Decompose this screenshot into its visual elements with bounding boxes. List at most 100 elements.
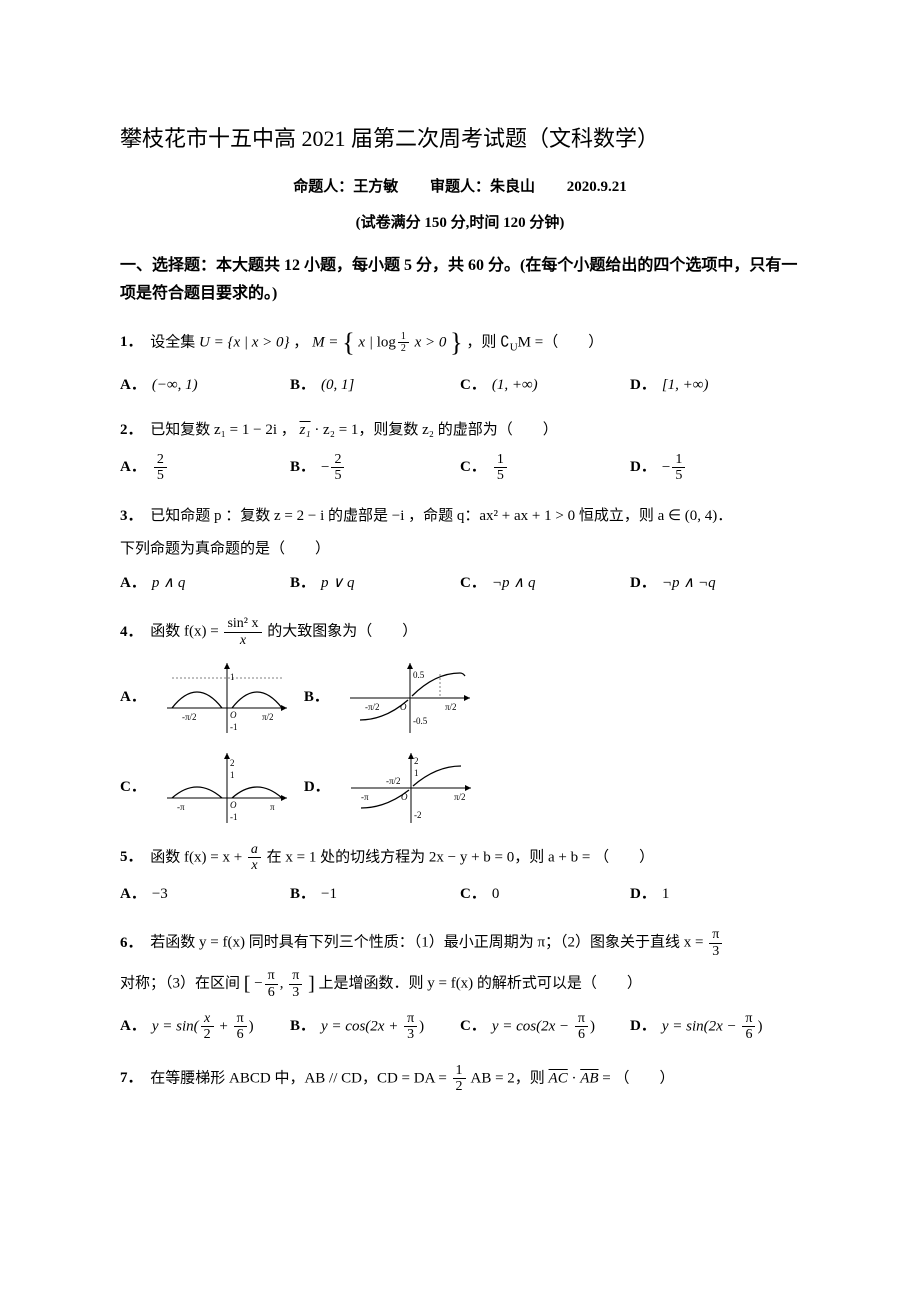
q3-option-a: A．p ∧ q — [120, 571, 290, 597]
q4-graph-b: -π/2 π/2 O 0.5 -0.5 — [345, 658, 475, 738]
q3-stem1: 已知命题 p ：复数 z = 2 − i 的虚部是 −i ，命题 q：ax² +… — [150, 508, 732, 524]
q1-m-brace: { — [342, 328, 354, 357]
q6-number: 6． — [120, 935, 143, 951]
q4-label-a: A． — [120, 685, 146, 711]
q4-fraction: sin² xx — [224, 616, 261, 648]
svg-text:π/2: π/2 — [454, 792, 466, 802]
q4-label-c: C． — [120, 775, 146, 801]
q6-option-b: B．y = cos(2x + π3) — [290, 1011, 460, 1043]
author-1: 命题人：王方敏 — [293, 179, 398, 195]
question-5: 5． 函数 f(x) = x + ax 在 x = 1 处的切线方程为 2x −… — [120, 842, 800, 913]
q1-comma: ， — [293, 334, 308, 350]
q6-frac1: π3 — [709, 927, 722, 959]
q2-z1bar: z₁ — [300, 422, 311, 438]
q6-interval-r: ] — [308, 973, 315, 995]
q7-ac: AC — [549, 1070, 568, 1086]
q5-option-c: C．0 — [460, 882, 630, 908]
q2-mid: · z₂ = 1，则复数 z₂ 的虚部为（ ） — [314, 422, 557, 438]
question-2: 2． 已知复数 z₁ = 1 − 2i ， z₁ · z₂ = 1，则复数 z₂… — [120, 418, 800, 489]
svg-text:-0.5: -0.5 — [413, 716, 428, 726]
q5-option-a: A．−3 — [120, 882, 290, 908]
q6-option-a: A．y = sin(x2 + π6) — [120, 1011, 290, 1043]
q6-line2: 对称；（3）在区间 [ −π6, π3 ] 上是增函数．则 y = f(x) 的… — [120, 967, 800, 1001]
q5-number: 5． — [120, 849, 143, 865]
q2-option-d: D．−15 — [630, 452, 800, 484]
q2-option-a: A．25 — [120, 452, 290, 484]
q3-number: 3． — [120, 508, 143, 524]
authors-line: 命题人：王方敏 审题人：朱良山 2020.9.21 — [120, 175, 800, 201]
q3-options: A．p ∧ q B．p ∨ q C．¬p ∧ q D．¬p ∧ ¬q — [120, 571, 800, 603]
q6-stem1: 若函数 y = f(x) 同时具有下列三个性质：（1）最小正周期为 π；（2）图… — [150, 935, 707, 951]
svg-text:-π: -π — [361, 792, 369, 802]
svg-text:π/2: π/2 — [262, 712, 274, 722]
q3-option-c: C．¬p ∧ q — [460, 571, 630, 597]
q1-m-log: log — [377, 334, 396, 350]
q4-number: 4． — [120, 624, 143, 640]
q7-stem1: 在等腰梯形 ABCD 中，AB // CD，CD = DA = — [150, 1070, 450, 1086]
question-3: 3． 已知命题 p ：复数 z = 2 − i 的虚部是 −i ，命题 q：ax… — [120, 504, 800, 603]
q4-stem2: 的大致图象为（ ） — [267, 624, 417, 640]
q7-ab: AB — [580, 1070, 598, 1086]
question-7: 7． 在等腰梯形 ABCD 中，AB // CD，CD = DA = 12 AB… — [120, 1063, 800, 1095]
exam-date: 2020.9.21 — [567, 179, 627, 195]
svg-text:π: π — [270, 802, 275, 812]
svg-text:π/2: π/2 — [445, 702, 457, 712]
svg-text:0.5: 0.5 — [413, 670, 425, 680]
q4-label-b: B． — [304, 685, 329, 711]
svg-text:-2: -2 — [414, 810, 422, 820]
q4-stem1: 函数 f(x) = — [150, 624, 222, 640]
q2-stem: 已知复数 z₁ = 1 − 2i ， — [150, 422, 295, 438]
q2-options: A．25 B．−25 C．15 D．−15 — [120, 452, 800, 490]
q7-number: 7． — [120, 1070, 143, 1086]
page-title: 攀枝花市十五中高 2021 届第二次周考试题（文科数学） — [120, 120, 800, 157]
q1-tail2: M =（ ） — [518, 334, 604, 350]
q5-stem2: 在 x = 1 处的切线方程为 2x − y + b = 0，则 a + b =… — [267, 849, 654, 865]
q1-log-base: 12 — [398, 331, 409, 354]
q4-graph-a: -π/2 π/2 O 1 -1 — [162, 658, 292, 738]
q7-dot: · — [571, 1070, 580, 1086]
q1-options: A．(−∞, 1) B．(0, 1] C．(1, +∞) D．[1, +∞) — [120, 373, 800, 405]
q3-option-b: B．p ∨ q — [290, 571, 460, 597]
q1-option-b: B．(0, 1] — [290, 373, 460, 399]
q5-option-d: D．1 — [630, 882, 800, 908]
q3-stem2: 下列命题为真命题的是（ ） — [120, 537, 800, 563]
svg-text:-π: -π — [177, 802, 185, 812]
svg-text:-π/2: -π/2 — [182, 712, 197, 722]
svg-text:1: 1 — [230, 770, 235, 780]
svg-text:1: 1 — [230, 672, 235, 682]
q7-stem3: = （ ） — [602, 1070, 674, 1086]
question-6: 6． 若函数 y = f(x) 同时具有下列三个性质：（1）最小正周期为 π；（… — [120, 927, 800, 1049]
q2-number: 2． — [120, 422, 143, 438]
svg-text:2: 2 — [230, 758, 235, 768]
q2-option-c: C．15 — [460, 452, 630, 484]
q4-graphs-row1: A． -π/2 π/2 O 1 -1 B． -π/2 π/2 O 0.5 -0.… — [120, 658, 800, 738]
section-1-heading: 一、选择题：本大题共 12 小题，每小题 5 分，共 60 分。(在每个小题给出… — [120, 252, 800, 306]
svg-text:-1: -1 — [230, 812, 238, 822]
q7-stem2: AB = 2，则 — [470, 1070, 548, 1086]
svg-text:-π/2: -π/2 — [365, 702, 380, 712]
svg-text:1: 1 — [414, 768, 419, 778]
exam-info: (试卷满分 150 分,时间 120 分钟) — [120, 211, 800, 237]
author-2: 审题人：朱良山 — [430, 179, 535, 195]
q4-graph-c: -π π O 2 1 -1 — [162, 748, 292, 828]
q5-options: A．−3 B．−1 C．0 D．1 — [120, 882, 800, 914]
svg-text:2: 2 — [414, 756, 419, 766]
svg-text:O: O — [230, 800, 237, 810]
q1-m-x: x | — [358, 334, 373, 350]
q1-m-pre: M = — [312, 334, 342, 350]
q1-number: 1． — [120, 334, 143, 350]
q5-stem: 函数 f(x) = x + — [150, 849, 246, 865]
svg-text:O: O — [230, 710, 237, 720]
q1-option-a: A．(−∞, 1) — [120, 373, 290, 399]
q1-option-c: C．(1, +∞) — [460, 373, 630, 399]
question-4: 4． 函数 f(x) = sin² xx 的大致图象为（ ） A． -π/2 π… — [120, 616, 800, 828]
q1-option-d: D．[1, +∞) — [630, 373, 800, 399]
svg-text:-1: -1 — [230, 722, 238, 732]
question-1: 1． 设全集 U = {x | x > 0} ， M = { x | log12… — [120, 321, 800, 405]
q6-option-d: D．y = sin(2x − π6) — [630, 1011, 800, 1043]
q6-options: A．y = sin(x2 + π6) B．y = cos(2x + π3) C．… — [120, 1011, 800, 1049]
q5-fraction: ax — [248, 842, 261, 874]
q1-set-u: U = {x | x > 0} — [199, 334, 290, 350]
q6-option-c: C．y = cos(2x − π6) — [460, 1011, 630, 1043]
svg-text:-π/2: -π/2 — [386, 776, 401, 786]
